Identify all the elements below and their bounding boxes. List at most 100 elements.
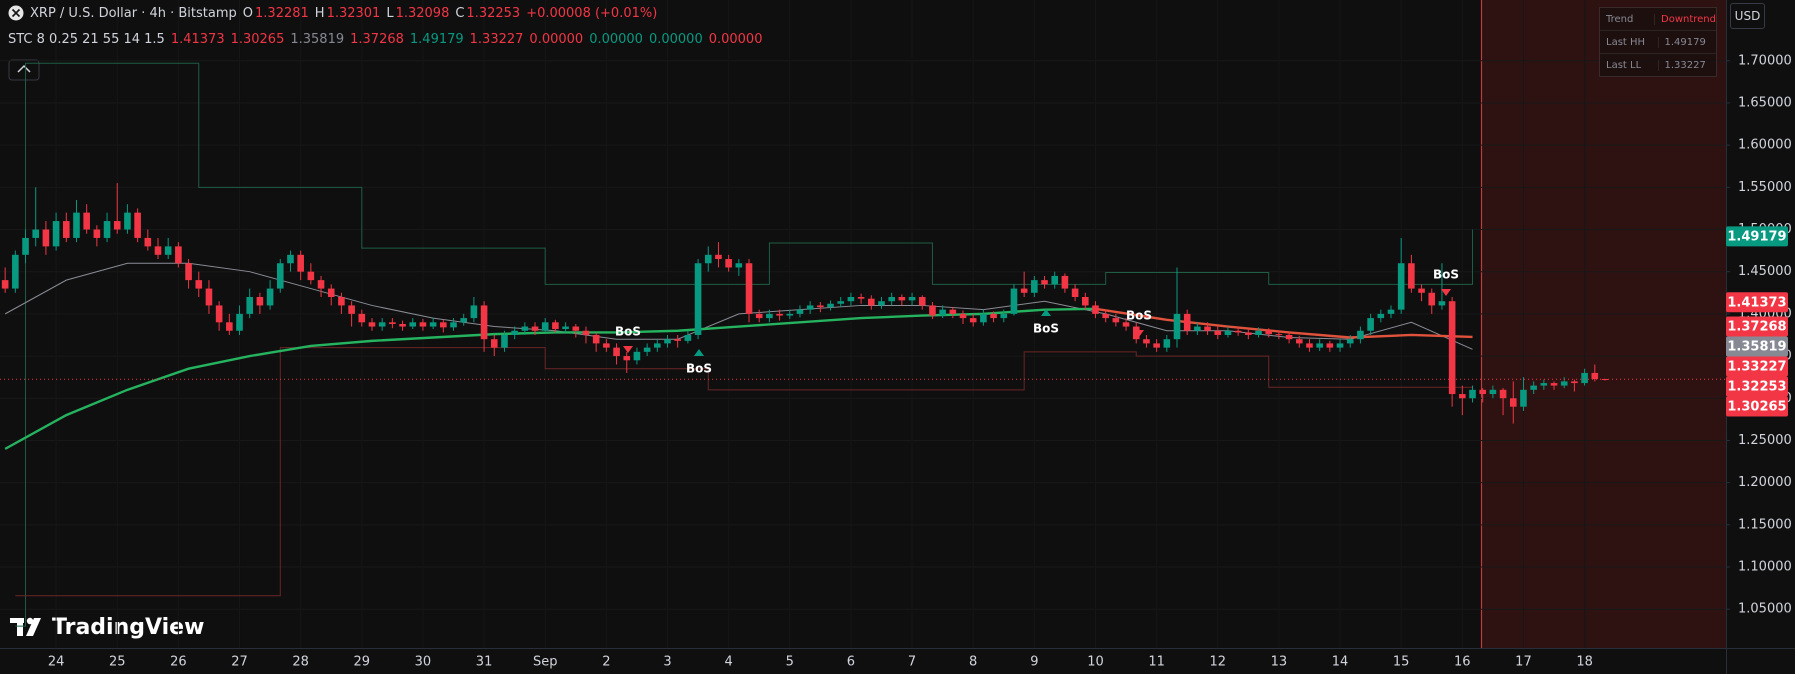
signal-marker xyxy=(1134,330,1144,337)
x-tick-label: 8 xyxy=(969,655,977,670)
candle-body xyxy=(1367,318,1374,331)
candle-body xyxy=(1479,389,1486,395)
y-tick-label: 1.60000 xyxy=(1738,138,1792,153)
candle-body xyxy=(929,305,936,316)
table-cell: 1.49179 xyxy=(1657,36,1717,48)
x-tick-label: 12 xyxy=(1209,655,1226,670)
candle-body xyxy=(1143,339,1150,344)
candle-body xyxy=(694,263,702,335)
candle-body xyxy=(817,305,824,308)
candle-body xyxy=(134,212,141,238)
trend-table: Trend Downtrend Last HH 1.49179 Last LL 1.3… xyxy=(1599,7,1717,77)
x-tick-label: 24 xyxy=(48,655,65,670)
ohlc-label: C xyxy=(455,5,465,21)
ohlc-value: 1.32098 xyxy=(395,5,450,21)
candle-body xyxy=(562,326,569,330)
ohlc-item: H 1.32301 xyxy=(315,6,381,21)
candle-body xyxy=(164,246,172,255)
ohlc-item: L 1.32098 xyxy=(386,6,449,21)
x-tick-label: 26 xyxy=(170,655,187,670)
candle-body xyxy=(1245,332,1252,335)
candle-body xyxy=(1316,343,1323,348)
price-tag xyxy=(1726,396,1788,417)
candle-body xyxy=(541,322,549,331)
candle-body xyxy=(490,339,498,348)
candle-body xyxy=(959,313,967,319)
candle-body xyxy=(531,326,539,331)
price-tag xyxy=(1726,292,1788,313)
y-tick-label: 1.70000 xyxy=(1738,53,1792,68)
candle-body xyxy=(1234,330,1242,333)
x-tick-label: 7 xyxy=(908,655,916,670)
x-tick-label: 2 xyxy=(602,655,610,670)
candle-body xyxy=(1102,313,1109,319)
x-tick-label: 13 xyxy=(1271,655,1288,670)
symbol-icon xyxy=(8,5,24,21)
candle-body xyxy=(1122,322,1130,327)
indicator-value: 1.33227 xyxy=(469,32,524,47)
collapse-icon xyxy=(17,64,31,73)
candle-body xyxy=(297,254,304,272)
signal-marker xyxy=(1041,309,1051,316)
candle-body xyxy=(1071,288,1079,297)
candle-body xyxy=(450,322,457,328)
candle-body xyxy=(1285,334,1293,340)
candle-body xyxy=(1326,343,1334,348)
ohlc-item: C 1.32253 xyxy=(455,6,520,21)
annotation: BoS xyxy=(1433,268,1459,282)
annotation: BoS xyxy=(1126,309,1152,323)
candle-body xyxy=(868,298,875,306)
change: +0.00008 (+0.01%) xyxy=(526,5,658,21)
candle-body xyxy=(266,288,274,306)
candle-body xyxy=(715,254,722,260)
candle-body xyxy=(185,263,192,281)
candle-body xyxy=(1255,330,1262,335)
overlay-line xyxy=(15,62,1474,627)
x-tick-label: 29 xyxy=(354,655,371,670)
candle-body xyxy=(878,301,885,306)
candle-body xyxy=(205,288,213,306)
candle-body xyxy=(857,297,865,299)
candle-body xyxy=(939,309,946,316)
candle-body xyxy=(154,246,162,255)
candle-body xyxy=(1459,394,1466,399)
watermark-logo xyxy=(10,617,41,636)
currency-button[interactable]: USD xyxy=(1730,3,1765,29)
x-tick-label: 9 xyxy=(1030,655,1038,670)
candle-body xyxy=(1,280,9,289)
candle-body xyxy=(1550,383,1558,386)
table-row: Last HH 1.49179 xyxy=(1600,30,1716,53)
candle-body xyxy=(1418,288,1425,293)
candle-body xyxy=(1499,389,1507,399)
price-tag-label: 1.30265 xyxy=(1727,399,1786,414)
candle-body xyxy=(908,297,916,301)
candle-body xyxy=(1295,339,1303,344)
candle-body xyxy=(1469,389,1476,399)
y-tick-label: 1.05000 xyxy=(1738,602,1792,617)
candle-body xyxy=(1081,297,1089,306)
candle-body xyxy=(1448,301,1456,395)
collapse-button[interactable] xyxy=(8,59,40,81)
price-tag xyxy=(1726,376,1788,397)
candle-body xyxy=(827,303,834,308)
candle-body xyxy=(1224,330,1232,335)
candle-body xyxy=(633,351,641,361)
candle-body xyxy=(62,221,70,238)
candle-body xyxy=(613,347,620,357)
candle-body xyxy=(949,309,957,314)
candle-body xyxy=(52,221,60,247)
candle-body xyxy=(83,212,90,230)
candle-body xyxy=(1275,334,1283,336)
price-tag xyxy=(1726,226,1788,247)
candle-body xyxy=(674,339,681,341)
candle-body xyxy=(236,313,243,331)
candle-body xyxy=(990,313,997,319)
candle-body xyxy=(378,322,386,327)
y-tick-label: 1.65000 xyxy=(1738,95,1792,110)
candle-body xyxy=(1214,330,1222,335)
overlay-line xyxy=(1095,307,1473,339)
x-tick-label: 16 xyxy=(1454,655,1471,670)
candle-body xyxy=(980,313,987,323)
price-tag-label: 1.32253 xyxy=(1727,379,1786,394)
